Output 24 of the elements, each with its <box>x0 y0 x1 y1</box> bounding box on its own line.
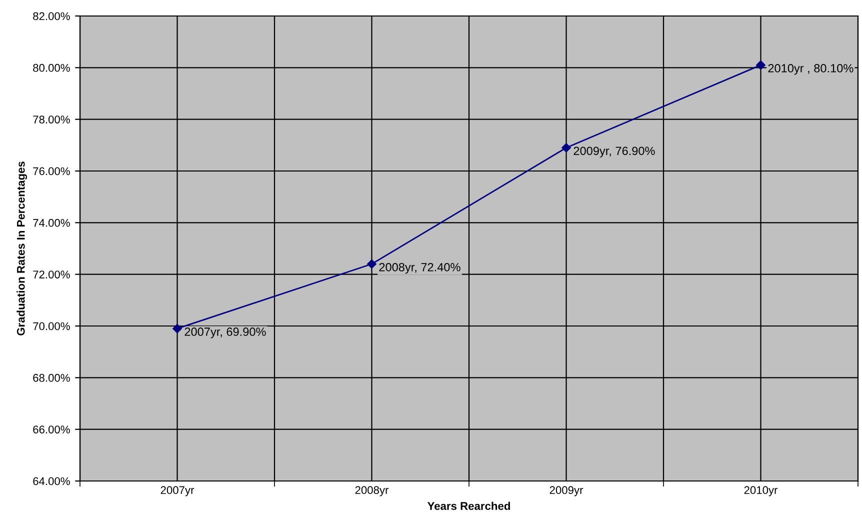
data-label: 2010yr , 80.10% <box>768 64 854 75</box>
y-tick-label: 72.00% <box>33 270 70 278</box>
y-tick-label: 68.00% <box>33 374 70 382</box>
x-tick-label: 2010yr <box>744 486 778 496</box>
point <box>756 60 766 70</box>
x-axis-title: Years Rearched <box>427 502 510 510</box>
point <box>172 324 182 334</box>
data-label: 2008yr, 72.40% <box>379 262 460 274</box>
y-tick-label: 74.00% <box>33 218 70 227</box>
data-label: 2007yr, 69.90% <box>184 328 266 338</box>
point <box>562 143 571 152</box>
y-tick-label: 66.00% <box>33 426 70 434</box>
data-label: 2009yr, 76.90% <box>574 146 655 158</box>
x-tick-label: 2008yr <box>355 486 389 496</box>
y-tick-label: 78.00% <box>33 116 70 124</box>
y-tick-label: 64.00% <box>33 477 70 486</box>
y-tick-label: 82.00% <box>33 12 70 20</box>
point <box>367 259 376 269</box>
x-tick-label: 2007yr <box>160 486 194 496</box>
y-tick-label: 80.00% <box>33 64 70 72</box>
x-tick-label: 2009yr <box>550 486 584 496</box>
y-axis-title: Graduation Rates In Percentages <box>16 162 28 336</box>
y-tick-label: 76.00% <box>33 167 70 176</box>
y-tick-label: 70.00% <box>33 322 70 330</box>
